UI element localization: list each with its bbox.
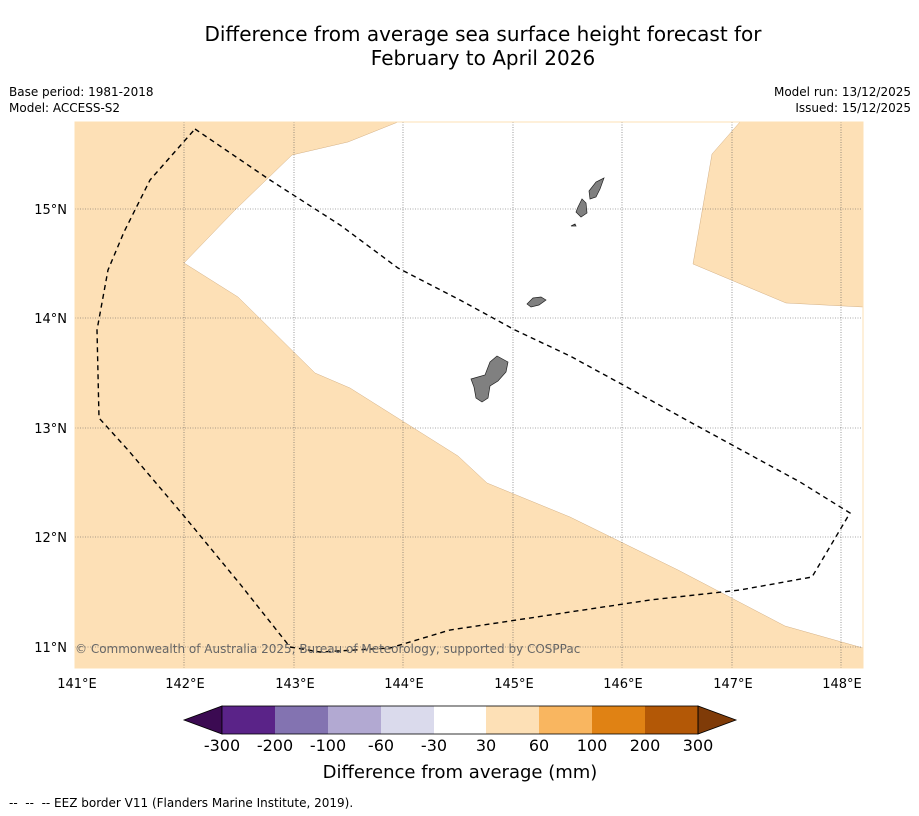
colorbar-tick-label: -200	[257, 736, 293, 755]
colorbar-tick-label: -100	[310, 736, 346, 755]
colorbar-tick-label: 30	[476, 736, 496, 755]
colorbar-max-triangle	[697, 705, 738, 735]
colorbar: -300 -200 -100 -60 -30 30 60 100 200 300…	[182, 705, 738, 783]
colorbar-segment	[539, 706, 592, 734]
chart-title: Difference from average sea surface heig…	[0, 22, 919, 70]
lon-tick-label: 141°E	[57, 677, 97, 692]
colorbar-segment	[222, 706, 275, 734]
colorbar-ticks: -300 -200 -100 -60 -30 30 60 100 200 300	[204, 736, 713, 755]
footnote: -- -- -- EEZ border V11 (Flanders Marine…	[9, 796, 354, 810]
map-frame	[74, 121, 864, 669]
model-name: Model: ACCESS-S2	[9, 101, 121, 115]
colorbar-tick-label: -30	[421, 736, 447, 755]
meta-right: Model run: 13/12/2025 Issued: 15/12/2025	[774, 84, 911, 116]
colorbar-tick-label: -60	[368, 736, 394, 755]
colorbar-segment	[434, 706, 486, 734]
colorbar-tick-label: 60	[529, 736, 549, 755]
meta-left: Base period: 1981-2018 Model: ACCESS-S2	[9, 84, 154, 116]
colorbar-segment	[275, 706, 328, 734]
colorbar-segment	[592, 706, 645, 734]
model-run: Model run: 13/12/2025	[773, 85, 911, 99]
lon-tick-label: 145°E	[494, 677, 534, 692]
lon-tick-label: 144°E	[384, 677, 424, 692]
colorbar-tick-label: -300	[204, 736, 240, 755]
lat-tick-label: 15°N	[34, 203, 67, 218]
colorbar-segment	[645, 706, 698, 734]
lat-tick-label: 14°N	[34, 312, 67, 327]
title-line-2: February to April 2026	[370, 46, 596, 70]
aguijan-island	[570, 223, 577, 227]
guam-island	[470, 355, 509, 403]
colorbar-segment	[486, 706, 539, 734]
lat-tick-label: 12°N	[34, 531, 67, 546]
colorbar-tick-label: 100	[577, 736, 608, 755]
colorbar-min-triangle	[182, 705, 223, 735]
issued-date: Issued: 15/12/2025	[795, 101, 911, 115]
base-period: Base period: 1981-2018	[9, 85, 154, 99]
lon-tick-label: 146°E	[603, 677, 643, 692]
lat-tick-label: 13°N	[34, 422, 67, 437]
lon-tick-label: 148°E	[822, 677, 862, 692]
lon-axis: 141°E 142°E 143°E 144°E 145°E 146°E 147°…	[57, 677, 862, 692]
copyright-text: © Commonwealth of Australia 2025, Bureau…	[75, 642, 580, 656]
rota-island	[526, 296, 547, 308]
lon-tick-label: 143°E	[275, 677, 315, 692]
colorbar-tick-label: 300	[683, 736, 714, 755]
colorbar-title: Difference from average (mm)	[323, 762, 598, 783]
lon-tick-label: 147°E	[713, 677, 753, 692]
lat-tick-label: 11°N	[34, 641, 67, 656]
lat-axis: 15°N 14°N 13°N 12°N 11°N	[34, 203, 67, 656]
colorbar-segment	[381, 706, 434, 734]
islands	[470, 177, 605, 403]
colorbar-tick-label: 200	[630, 736, 661, 755]
lon-tick-label: 142°E	[165, 677, 205, 692]
colorbar-outline	[221, 705, 699, 735]
tinian-island	[575, 198, 588, 218]
title-line-1: Difference from average sea surface heig…	[204, 22, 762, 46]
saipan-island	[588, 177, 605, 200]
colorbar-segment	[328, 706, 381, 734]
